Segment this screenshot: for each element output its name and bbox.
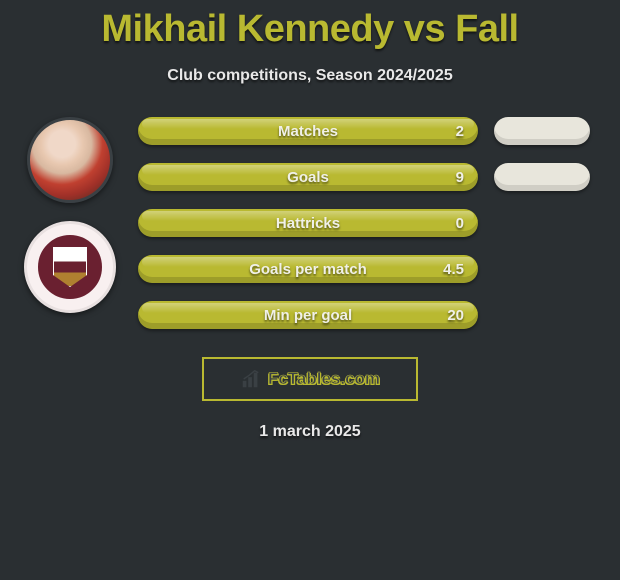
stat-label: Min per goal [264, 307, 352, 324]
stat-value: 9 [456, 169, 464, 186]
stat-bar: Goals per match 4.5 [138, 255, 478, 283]
brand-box[interactable]: FcTables.com [202, 357, 418, 401]
stat-side-pill-wrap [488, 163, 596, 191]
subtitle: Club competitions, Season 2024/2025 [0, 67, 620, 85]
stat-value: 2 [456, 123, 464, 140]
player-avatar [27, 117, 113, 203]
stat-side-pill [494, 117, 590, 145]
stat-value: 4.5 [443, 261, 464, 278]
stat-row: Goals 9 [138, 163, 602, 191]
stat-label: Hattricks [276, 215, 340, 232]
stat-row: Min per goal 20 [138, 301, 602, 329]
club-crest [24, 221, 116, 313]
crest-shield [53, 247, 87, 287]
stat-label: Matches [278, 123, 338, 140]
stat-row: Hattricks 0 [138, 209, 602, 237]
stat-label: Goals per match [249, 261, 367, 278]
avatars-column [10, 117, 130, 329]
page-title: Mikhail Kennedy vs Fall [0, 0, 620, 51]
stat-bar: Hattricks 0 [138, 209, 478, 237]
stat-side-pill-wrap [488, 117, 596, 145]
stat-bar: Matches 2 [138, 117, 478, 145]
stat-side-pill [494, 163, 590, 191]
bar-chart-icon [240, 368, 262, 390]
stat-bars: Matches 2 Goals 9 Hattricks 0 Goals per match 4… [130, 117, 610, 329]
date-label: 1 march 2025 [0, 423, 620, 441]
crest-ring [38, 235, 102, 299]
stat-value: 0 [456, 215, 464, 232]
stat-value: 20 [447, 307, 464, 324]
stat-row: Matches 2 [138, 117, 602, 145]
stat-bar: Min per goal 20 [138, 301, 478, 329]
stats-section: Matches 2 Goals 9 Hattricks 0 Goals per match 4… [0, 117, 620, 329]
brand-text: FcTables.com [268, 369, 380, 389]
stat-row: Goals per match 4.5 [138, 255, 602, 283]
stat-label: Goals [287, 169, 329, 186]
stat-bar: Goals 9 [138, 163, 478, 191]
